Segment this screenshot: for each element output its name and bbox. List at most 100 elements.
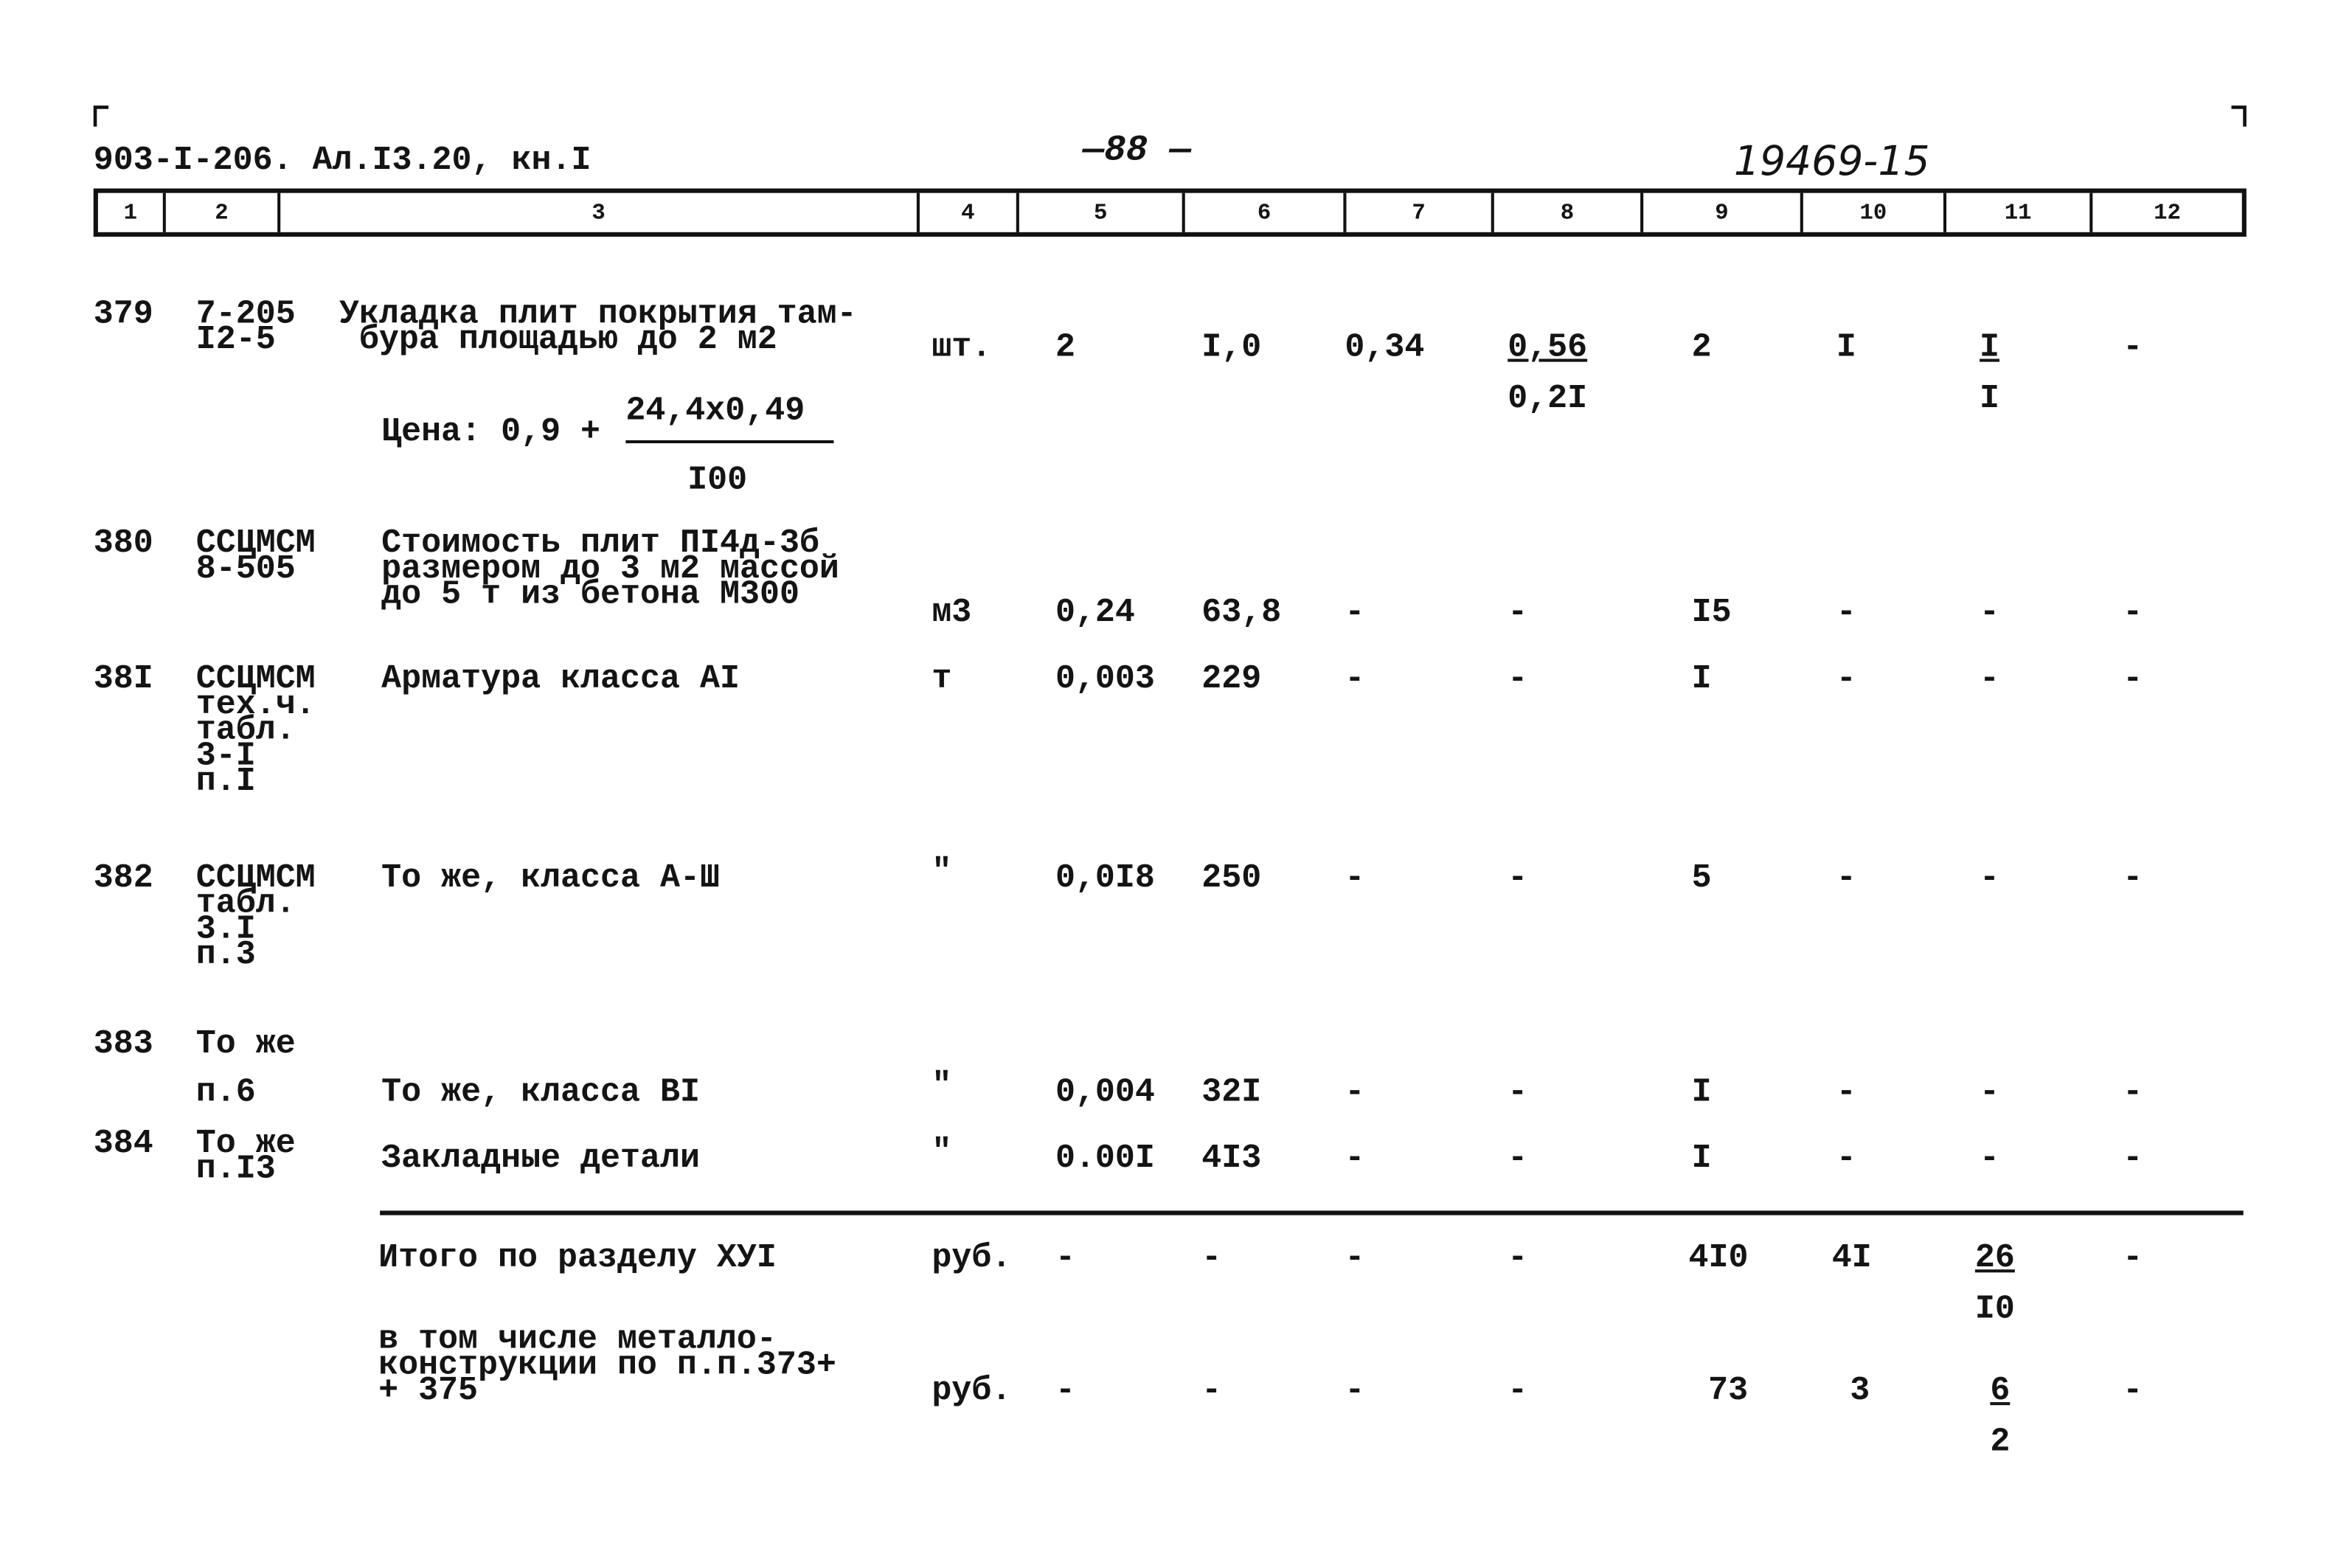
unit: т xyxy=(932,660,952,698)
cell-5: 0,0I8 xyxy=(1055,859,1155,898)
cell-9: I xyxy=(1691,660,1712,698)
cell-6: 229 xyxy=(1201,660,1262,698)
cell-8: - xyxy=(1508,1239,1528,1277)
column-header: 7 xyxy=(1346,192,1494,232)
cell-12: - xyxy=(2123,594,2143,632)
column-header: 12 xyxy=(2154,200,2181,226)
cell-11: - xyxy=(1980,859,2000,898)
column-header: 4 xyxy=(920,192,1019,232)
unit: " xyxy=(932,1134,952,1172)
description: Стоимость плит ПI4д-3б размером до 3 м2 … xyxy=(381,524,839,614)
cell-9: I5 xyxy=(1691,594,1732,632)
description: То же, класса А-Ш xyxy=(381,859,720,898)
row-number: 383 xyxy=(93,1025,153,1064)
column-header: 8 xyxy=(1494,192,1644,232)
column-header-row: 1 2 3 4 5 6 7 8 9 10 11 12 xyxy=(93,188,2247,237)
cell-5: - xyxy=(1055,1239,1075,1277)
cell-6: - xyxy=(1201,1239,1222,1277)
cell-12: - xyxy=(2123,1372,2143,1410)
price-numerator: 24,4x0,49 xyxy=(625,392,805,430)
unit: руб. xyxy=(932,1372,1012,1410)
cell-7: - xyxy=(1345,660,1365,698)
fraction-bar xyxy=(625,440,834,443)
cell-5: 0,24 xyxy=(1055,594,1135,632)
cell-5: - xyxy=(1055,1372,1075,1410)
cell-10: - xyxy=(1836,1073,1856,1111)
totals-divider xyxy=(380,1210,2244,1215)
norm-code: ССЦМСМ 8-505 xyxy=(195,524,316,589)
norm-code-item: п.6 xyxy=(195,1073,256,1111)
cell-11-top: 6 xyxy=(1990,1372,2011,1410)
cell-10: - xyxy=(1836,859,1856,898)
cell-6: I,0 xyxy=(1201,328,1262,367)
cell-9: I xyxy=(1691,1139,1712,1178)
cell-12: - xyxy=(2123,859,2143,898)
cell-10: - xyxy=(1836,594,1856,632)
cell-12: - xyxy=(2123,660,2143,698)
cell-11: - xyxy=(1980,1073,2000,1111)
cell-9: 73 xyxy=(1708,1372,1749,1410)
column-header: 9 xyxy=(1643,192,1803,232)
cell-8-bottom: 0,2I xyxy=(1508,380,1588,418)
description: Итого по разделу ХУI xyxy=(378,1239,777,1277)
description: Арматура класса АI xyxy=(381,660,740,698)
cell-10: - xyxy=(1836,660,1856,698)
cell-11-top: I xyxy=(1980,328,2000,367)
doc-code: 903-I-206. Ал.I3.20, кн.I xyxy=(93,142,592,180)
cell-8: - xyxy=(1508,660,1528,698)
description: То же, класса ВI xyxy=(381,1073,700,1111)
norm-code: ССЦМСМ тех.ч. табл. 3-I п.I xyxy=(195,660,316,801)
cell-10: I xyxy=(1836,328,1856,367)
cell-11-top: 26 xyxy=(1974,1239,2015,1277)
cell-6: 32I xyxy=(1201,1073,1262,1111)
corner-mark-left xyxy=(93,105,109,127)
handwritten-number: 19469-15 xyxy=(1733,139,1930,186)
row-number: 380 xyxy=(93,524,153,563)
price-denominator: I00 xyxy=(687,461,748,499)
cell-7: - xyxy=(1345,1073,1365,1111)
cell-7: - xyxy=(1345,594,1365,632)
cell-10: 4I xyxy=(1831,1239,1872,1277)
column-header: 2 xyxy=(166,192,281,232)
column-header: 3 xyxy=(280,192,920,232)
cell-7: - xyxy=(1345,1372,1365,1410)
cell-12: - xyxy=(2123,328,2143,367)
corner-mark-right xyxy=(2231,105,2247,127)
cell-8: - xyxy=(1508,1372,1528,1410)
norm-code: 7-205 I2-5 xyxy=(195,295,296,359)
cell-9: I xyxy=(1691,1073,1712,1111)
cell-10: 3 xyxy=(1850,1372,1870,1410)
cell-8: - xyxy=(1508,1073,1528,1111)
page-number: —88 — xyxy=(1082,131,1191,173)
cell-11-bottom: 2 xyxy=(1990,1423,2011,1461)
unit: " xyxy=(932,853,952,892)
cell-7: - xyxy=(1345,859,1365,898)
cell-8: - xyxy=(1508,859,1528,898)
cell-5: 0,004 xyxy=(1055,1073,1155,1111)
row-number: 379 xyxy=(93,295,153,333)
cell-6: 250 xyxy=(1201,859,1262,898)
price-label: Цена: 0,9 + xyxy=(381,413,601,451)
cell-7: 0,34 xyxy=(1345,328,1425,367)
cell-7: - xyxy=(1345,1239,1365,1277)
cell-11-bottom: I0 xyxy=(1974,1290,2015,1328)
unit: м3 xyxy=(932,594,972,632)
description: в том числе металло- конструкции по п.п.… xyxy=(378,1320,836,1410)
cell-12: - xyxy=(2123,1139,2143,1178)
column-header: 1 xyxy=(98,192,166,232)
cell-9: 5 xyxy=(1691,859,1712,898)
cell-8-top: 0,56 xyxy=(1508,328,1588,367)
column-header: 6 xyxy=(1185,192,1347,232)
row-number: 38I xyxy=(93,660,153,698)
norm-code: То же xyxy=(195,1025,296,1064)
unit: " xyxy=(932,1067,952,1106)
cell-5: 2 xyxy=(1055,328,1075,367)
cell-10: - xyxy=(1836,1139,1856,1178)
cell-11: - xyxy=(1980,594,2000,632)
cell-8: - xyxy=(1508,1139,1528,1178)
column-header: 11 xyxy=(1946,192,2093,232)
cell-11-bottom: I xyxy=(1980,380,2000,418)
cell-6: - xyxy=(1201,1372,1222,1410)
cell-5: 0,003 xyxy=(1055,660,1155,698)
